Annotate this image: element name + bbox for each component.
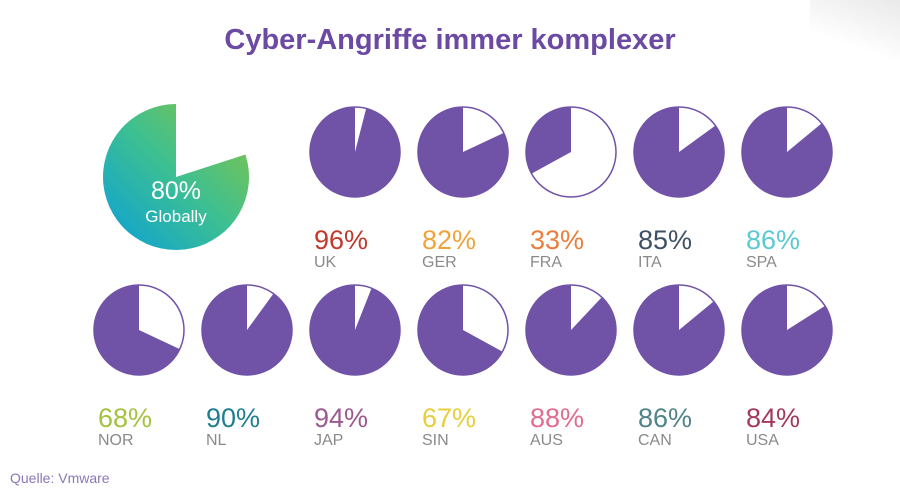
country-label-spa: SPA <box>746 254 777 271</box>
country-label-ger: GER <box>422 254 457 271</box>
pie-slice-spa <box>741 107 832 197</box>
value-label-uk: 96% <box>314 225 368 255</box>
pie-slice-can <box>633 285 724 375</box>
value-label-usa: 84% <box>746 403 800 433</box>
global-name-label: Globally <box>145 207 207 226</box>
value-label-sin: 67% <box>422 403 476 433</box>
value-label-ger: 82% <box>422 225 476 255</box>
pie-slice-usa <box>741 285 832 376</box>
value-label-fra: 33% <box>530 225 584 255</box>
pie-slice-jap <box>310 285 401 375</box>
value-label-can: 86% <box>638 403 692 433</box>
country-label-ita: ITA <box>638 254 662 271</box>
country-label-uk: UK <box>314 254 337 271</box>
country-label-usa: USA <box>746 432 779 449</box>
value-label-nl: 90% <box>206 403 260 433</box>
pie-slice-ger <box>418 107 509 197</box>
global-pie-slice <box>103 104 250 250</box>
value-label-aus: 88% <box>530 403 584 433</box>
value-label-nor: 68% <box>98 403 152 433</box>
country-label-nl: NL <box>206 432 227 449</box>
country-label-can: CAN <box>638 432 672 449</box>
country-label-fra: FRA <box>530 254 562 271</box>
country-label-nor: NOR <box>98 432 134 449</box>
country-label-sin: SIN <box>422 432 449 449</box>
global-value-label: 80% <box>151 177 201 205</box>
source-note: Quelle: Vmware <box>10 470 110 486</box>
chart-title: Cyber-Angriffe immer komplexer <box>224 24 676 56</box>
pie-slice-fra <box>526 107 571 174</box>
pie-slice-uk <box>310 107 401 197</box>
pie-slice-aus <box>525 285 616 375</box>
value-label-ita: 85% <box>638 225 692 255</box>
corner-shade <box>810 0 900 60</box>
country-label-aus: AUS <box>530 432 563 449</box>
pie-slice-ita <box>634 107 725 197</box>
value-label-jap: 94% <box>314 403 368 433</box>
value-label-spa: 86% <box>746 225 800 255</box>
pie-slice-nor <box>94 285 180 375</box>
country-label-jap: JAP <box>314 432 343 449</box>
pie-slice-nl <box>202 285 293 375</box>
pie-slice-sin <box>417 285 503 376</box>
